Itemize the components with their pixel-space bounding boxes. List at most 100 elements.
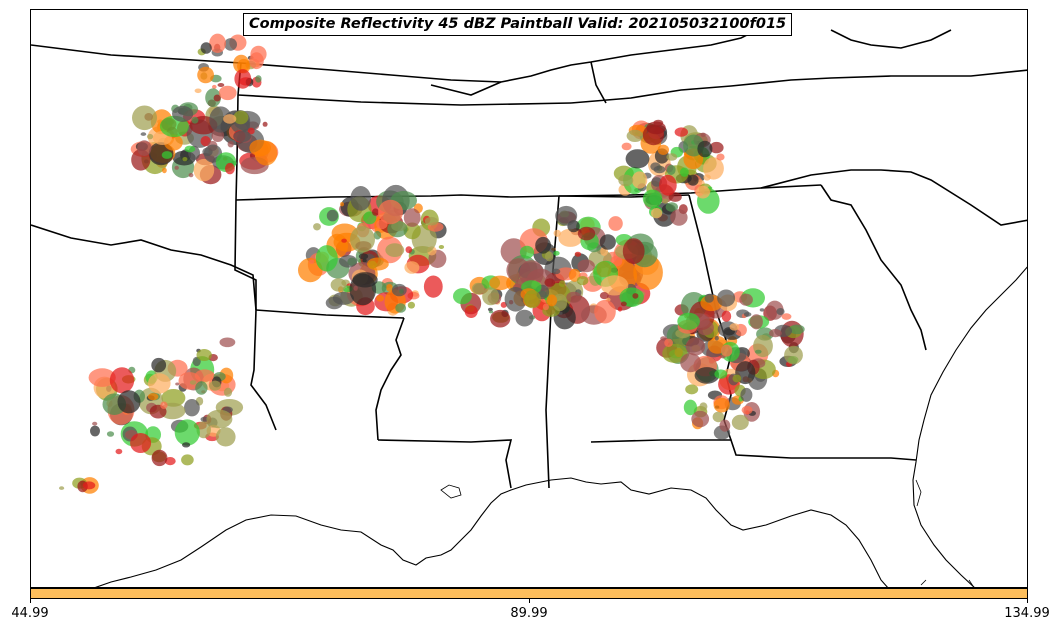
paintball-blob xyxy=(197,66,215,84)
paintball-blob xyxy=(378,199,403,225)
paintball-blob xyxy=(195,381,208,395)
paintball-blob xyxy=(182,442,191,448)
paintball-blob xyxy=(719,419,731,432)
colorbar-label-mid: 89.99 xyxy=(510,606,548,621)
paintball-blob xyxy=(574,251,582,257)
paintball-blob xyxy=(234,69,252,89)
paintball-blob xyxy=(695,185,711,199)
paintball-blob xyxy=(255,75,262,83)
paintball-blob xyxy=(546,294,558,307)
paintball-blob xyxy=(631,171,648,189)
paintball-blob xyxy=(699,402,708,411)
paintball-blob xyxy=(191,116,199,124)
paintball-blob xyxy=(489,275,511,291)
paintball-blob xyxy=(660,336,667,341)
paintball-blob xyxy=(376,295,385,302)
paintball-blob xyxy=(653,119,664,127)
paintball-blob xyxy=(650,162,661,171)
paintball-blob xyxy=(117,390,141,414)
paintball-blob xyxy=(405,246,413,254)
paintball-blob xyxy=(566,291,582,303)
paintball-blob xyxy=(731,414,749,430)
paintball-blob xyxy=(464,305,478,318)
paintball-blob xyxy=(182,157,188,162)
paintball-blob xyxy=(90,425,100,437)
paintball-blob xyxy=(704,293,714,303)
paintball-blob xyxy=(677,312,700,330)
paintball-blob xyxy=(194,88,202,94)
paintball-blob xyxy=(309,259,315,264)
paintball-blob xyxy=(218,85,237,101)
paintball-blob xyxy=(59,486,65,490)
paintball-blob xyxy=(367,257,389,271)
paintball-blob xyxy=(224,38,238,51)
paintball-blob xyxy=(732,374,742,383)
paintball-blob xyxy=(161,389,186,407)
paintball-blob xyxy=(662,343,688,363)
paintball-blob xyxy=(523,290,541,309)
paintball-blob xyxy=(626,129,644,142)
paintball-blob xyxy=(181,454,194,466)
paintball-blob xyxy=(781,313,792,320)
colorbar-label-max: 134.99 xyxy=(1004,606,1050,621)
paintball-blob xyxy=(488,310,494,314)
paintball-blob xyxy=(340,202,344,207)
paintball-blob xyxy=(172,105,194,122)
paintball-blob xyxy=(471,282,485,295)
paintball-blob xyxy=(683,399,698,416)
paintball-blob xyxy=(209,33,227,53)
paintball-blob xyxy=(130,433,152,453)
paintball-blob xyxy=(769,329,782,338)
paintball-blob xyxy=(666,153,678,161)
paintball-blob xyxy=(670,209,688,226)
paintball-blob xyxy=(233,54,250,74)
paintball-blob xyxy=(249,139,271,157)
paintball-blob xyxy=(161,151,173,159)
paintball-blob xyxy=(140,132,147,136)
paintball-blob xyxy=(358,253,369,260)
paintball-blob xyxy=(685,384,699,395)
paintball-blob xyxy=(174,165,179,170)
paintball-blob xyxy=(759,308,765,312)
paintball-blob xyxy=(453,288,472,305)
paintball-blob xyxy=(212,84,217,89)
paintball-blob xyxy=(298,258,323,283)
paintball-blob xyxy=(697,140,713,158)
paintball-blob xyxy=(716,153,725,161)
paintball-blob xyxy=(88,368,116,387)
paintball-blob xyxy=(713,397,730,413)
paintball-blob xyxy=(665,202,678,212)
paintball-blob xyxy=(424,216,438,226)
paintball-blob xyxy=(545,251,554,262)
paintball-blob xyxy=(674,127,688,137)
paintball-blob xyxy=(535,236,551,254)
paintball-blob xyxy=(662,198,669,204)
paintball-blob xyxy=(82,481,96,490)
paintball-blob xyxy=(594,299,616,324)
paintball-blob xyxy=(225,162,235,175)
paintball-blob xyxy=(625,149,650,169)
paintball-blob xyxy=(599,234,616,250)
paintball-blob xyxy=(196,349,212,361)
paintball-blob xyxy=(544,278,556,287)
paintball-blob xyxy=(766,300,784,320)
colorbar-tick-mid xyxy=(529,599,530,603)
gulf-coastline xyxy=(95,477,888,587)
paintball-blob xyxy=(341,238,347,243)
paintball-blob xyxy=(691,410,710,428)
paintball-blob xyxy=(600,275,629,296)
paintball-blob xyxy=(519,245,535,259)
paintball-blob xyxy=(680,353,701,373)
paintball-blobs xyxy=(59,33,805,494)
paintball-blob xyxy=(353,285,358,291)
paintball-blob xyxy=(223,114,237,124)
paintball-blob xyxy=(685,337,706,356)
paintball-blob xyxy=(642,189,663,208)
paintball-blob xyxy=(330,278,347,292)
paintball-blob xyxy=(577,259,595,273)
paintball-blob xyxy=(694,367,720,384)
colorbar-tick-max xyxy=(1027,599,1028,603)
paintball-blob xyxy=(193,158,215,182)
paintball-blob xyxy=(712,411,725,423)
paintball-blob xyxy=(92,421,98,426)
